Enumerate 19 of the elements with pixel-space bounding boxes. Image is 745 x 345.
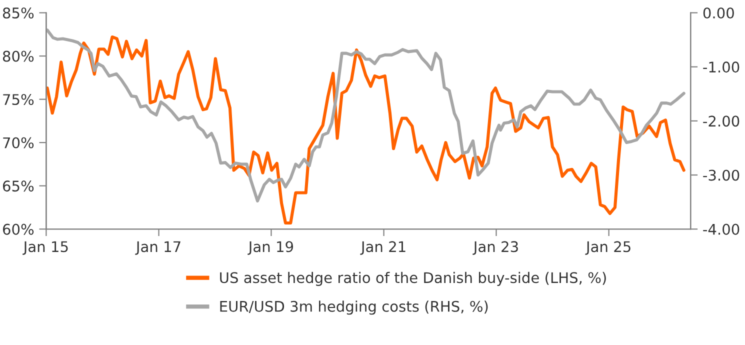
y-tick-label: 65%: [2, 180, 34, 192]
x-tick-label: Jan 25: [585, 241, 630, 255]
legend-label: EUR/USD 3m hedging costs (RHS, %): [220, 300, 488, 315]
y-tick-label: 75%: [3, 94, 34, 106]
y2-tick-label: -3.00: [703, 170, 740, 181]
x-tick-label: Jan 19: [248, 241, 294, 255]
y2-tick-label: 0.00: [703, 7, 734, 19]
y2-tick-label: -2.00: [703, 116, 740, 127]
x-tick-label: Jan 15: [22, 241, 68, 255]
y2-tick-label: -1.00: [703, 62, 740, 73]
x-tick-label: Jan 17: [135, 241, 180, 255]
y-tick-label: 80%: [2, 50, 34, 62]
x-tick-label: Jan 21: [360, 241, 406, 255]
legend-label: US asset hedge ratio of the Danish buy-side (LHS, %): [220, 272, 606, 286]
x-tick-label: Jan 23: [472, 241, 518, 255]
y2-tick-label: -4.00: [703, 224, 740, 235]
y-tick-label: 60%: [2, 224, 34, 235]
y-tick-label: 70%: [3, 137, 34, 148]
y-tick-label: 85%: [2, 7, 34, 19]
